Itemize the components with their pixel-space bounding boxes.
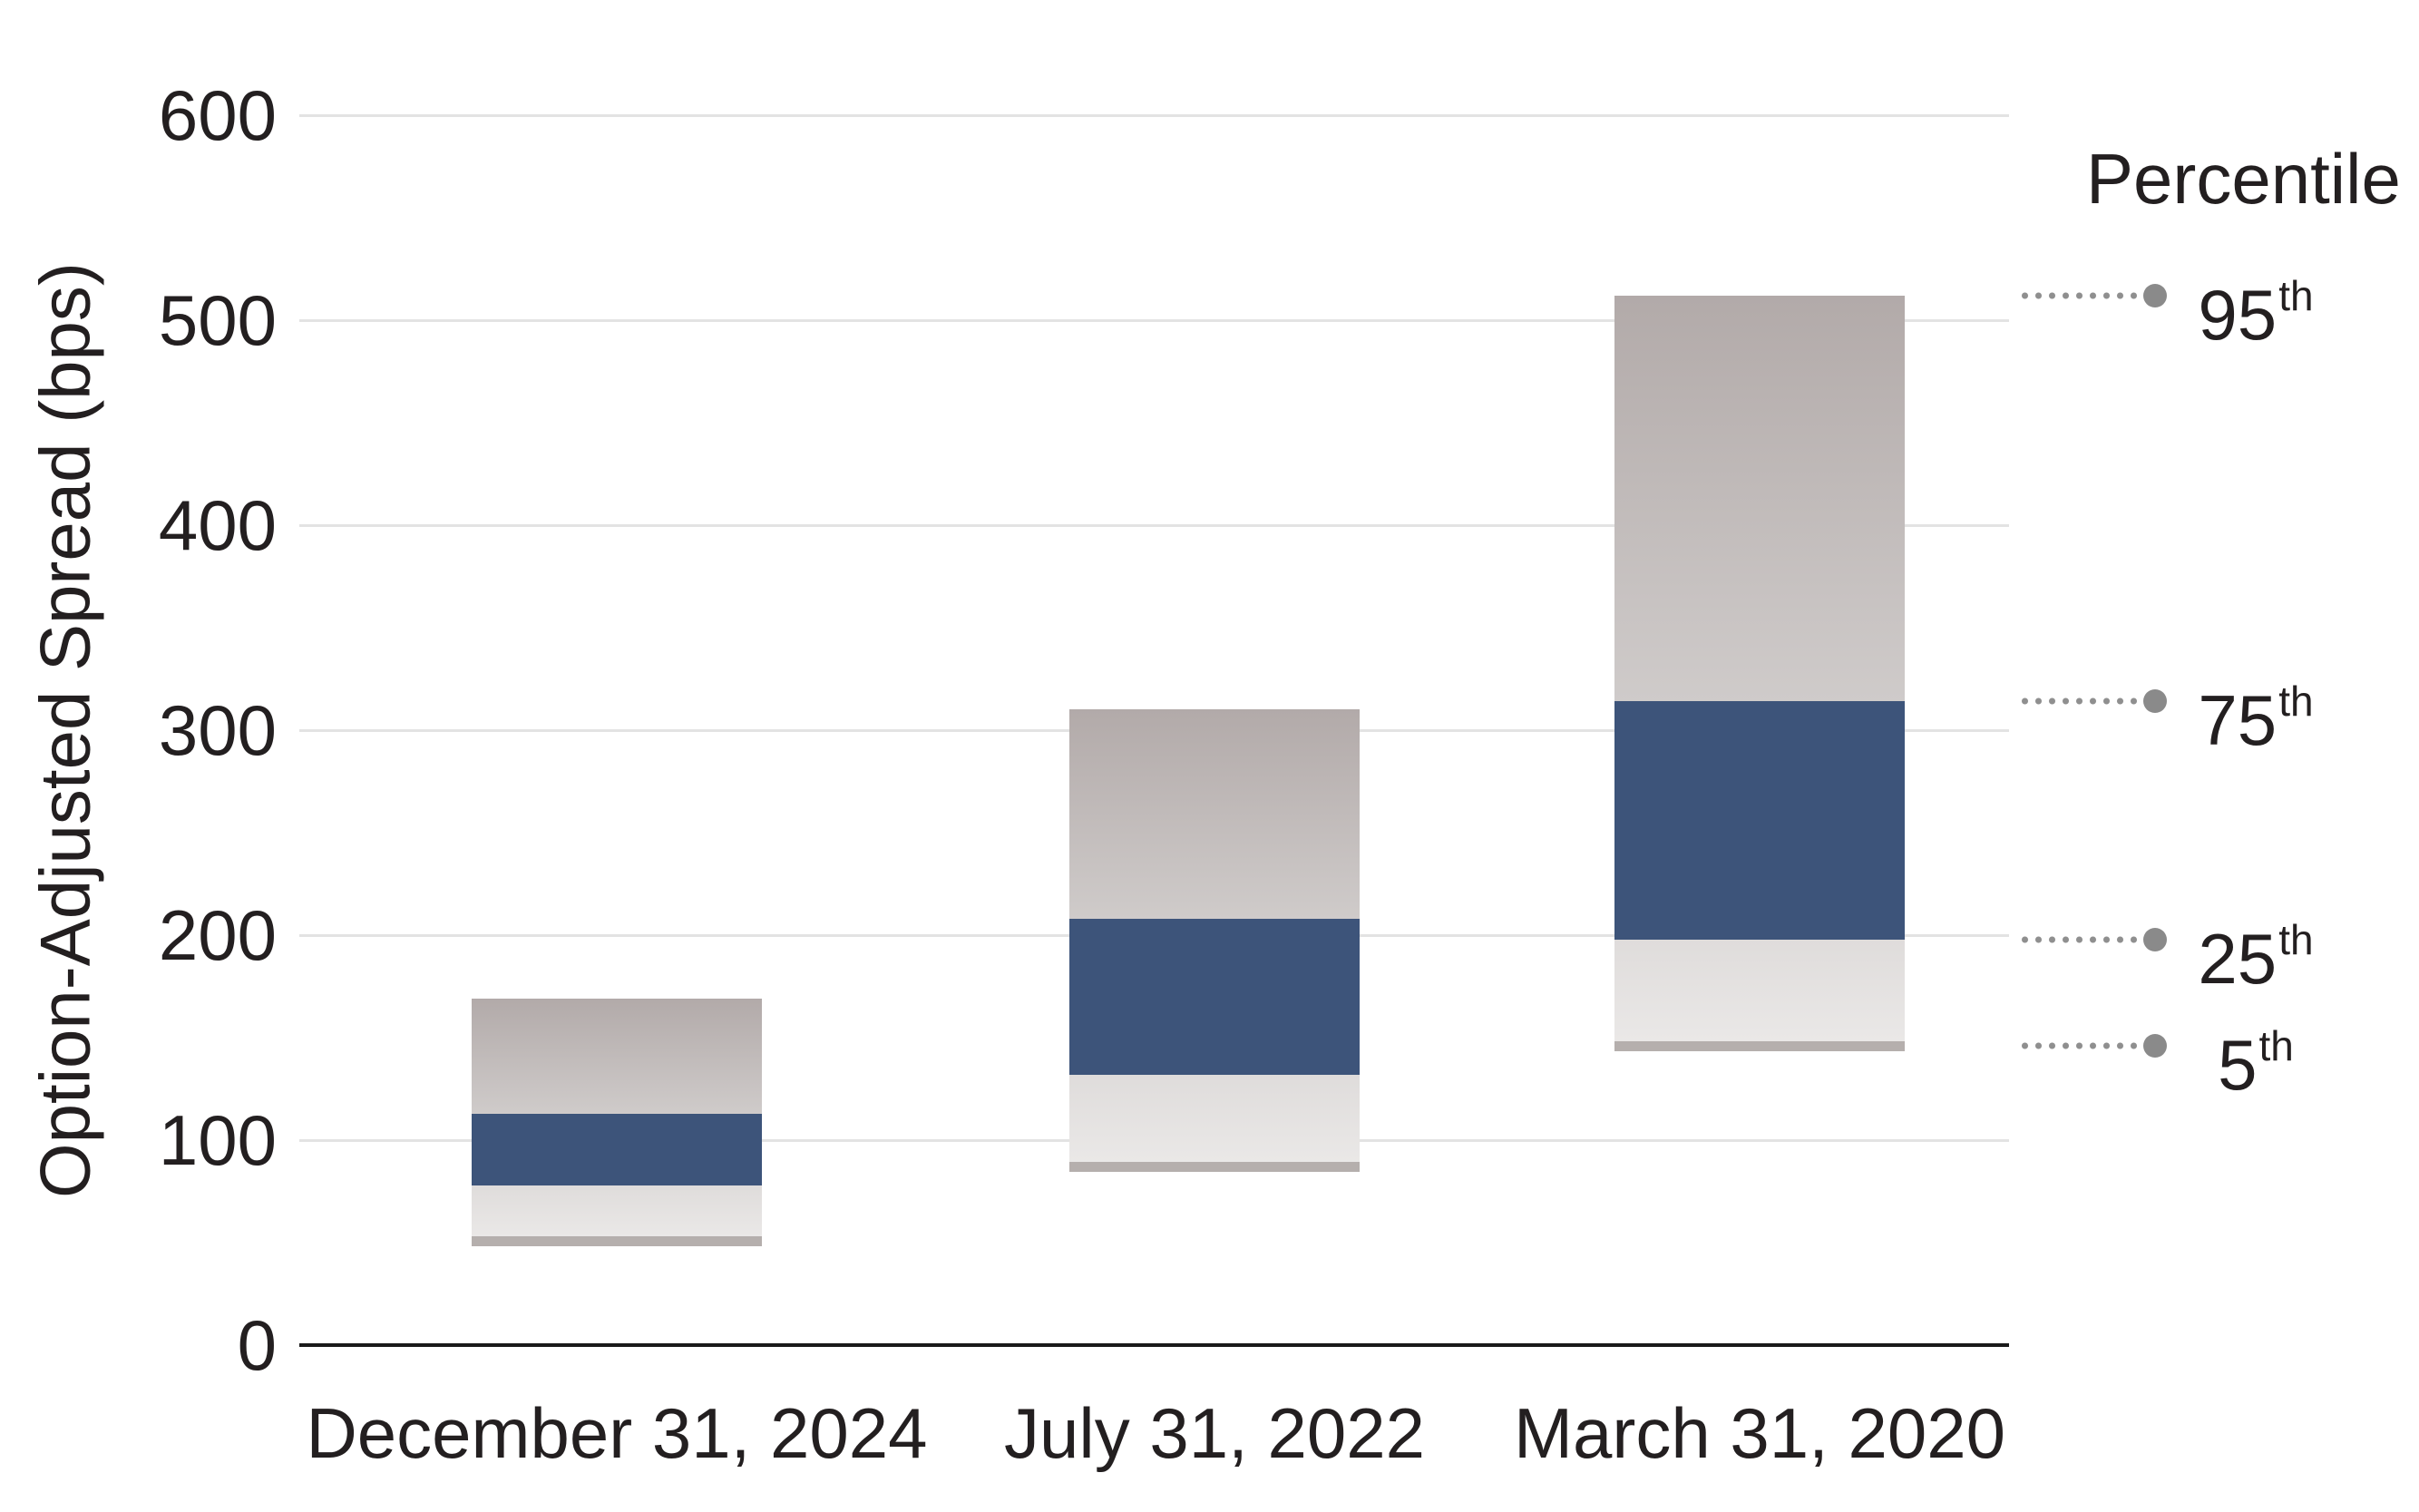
percentile-label-number: 75 (2198, 680, 2278, 761)
percentile-label: 5th (2170, 999, 2342, 1105)
percentile-label: 75th (2170, 654, 2342, 760)
gridline-500 (299, 318, 2009, 322)
percentile-label: 25th (2170, 893, 2342, 999)
percentile-leader-line (2018, 290, 2143, 300)
percentile-label-suffix: th (2278, 678, 2314, 726)
percentile-leader-line (2018, 1041, 2143, 1051)
bar-march-31-2020-interquartile-band (1614, 701, 1905, 940)
percentile-label-number: 5 (2218, 1025, 2258, 1106)
gridline-400 (299, 523, 2009, 527)
y-tick-label: 500 (158, 280, 277, 360)
percentile-label-number: 25 (2198, 918, 2278, 999)
x-axis-line (299, 1343, 2009, 1347)
legend-title: Percentile (2086, 139, 2401, 219)
bar-july-31-2022-p5-strip (1069, 1162, 1360, 1173)
percentile-label-suffix: th (2278, 271, 2314, 319)
percentile-label-number: 95 (2198, 274, 2278, 355)
y-tick-label: 400 (158, 485, 277, 565)
y-tick-label: 0 (237, 1305, 277, 1385)
bar-december-31-2024-upper-band (472, 999, 762, 1114)
percentile-leader-dot (2143, 927, 2167, 951)
bar-december-31-2024-p5-strip (472, 1235, 762, 1246)
gridline-600 (299, 113, 2009, 117)
percentile-leader-line (2018, 697, 2143, 707)
percentile-leader-line (2018, 934, 2143, 944)
bar-march-31-2020-lower-band (1614, 939, 1905, 1042)
percentile-label: 95th (2170, 249, 2342, 355)
percentile-leader-dot (2143, 283, 2167, 307)
bar-july-31-2022-lower-band (1069, 1074, 1360, 1163)
y-tick-label: 200 (158, 895, 277, 975)
percentile-label-suffix: th (2258, 1022, 2294, 1070)
x-tick-label: December 31, 2024 (306, 1393, 928, 1473)
bar-july-31-2022-upper-band (1069, 709, 1360, 919)
x-tick-label: July 31, 2022 (1003, 1393, 1425, 1473)
y-tick-label: 600 (158, 75, 277, 155)
bar-december-31-2024-interquartile-band (472, 1113, 762, 1185)
percentile-leader-dot (2143, 1034, 2167, 1058)
y-tick-label: 100 (158, 1100, 277, 1180)
x-tick-label: March 31, 2020 (1513, 1393, 2005, 1473)
bar-july-31-2022-interquartile-band (1069, 918, 1360, 1075)
bar-march-31-2020-p5-strip (1614, 1041, 1905, 1052)
y-tick-label: 300 (158, 690, 277, 770)
bar-march-31-2020-upper-band (1614, 295, 1905, 702)
bar-december-31-2024-lower-band (472, 1185, 762, 1236)
percentile-leader-dot (2143, 689, 2167, 714)
percentile-label-suffix: th (2278, 915, 2314, 963)
